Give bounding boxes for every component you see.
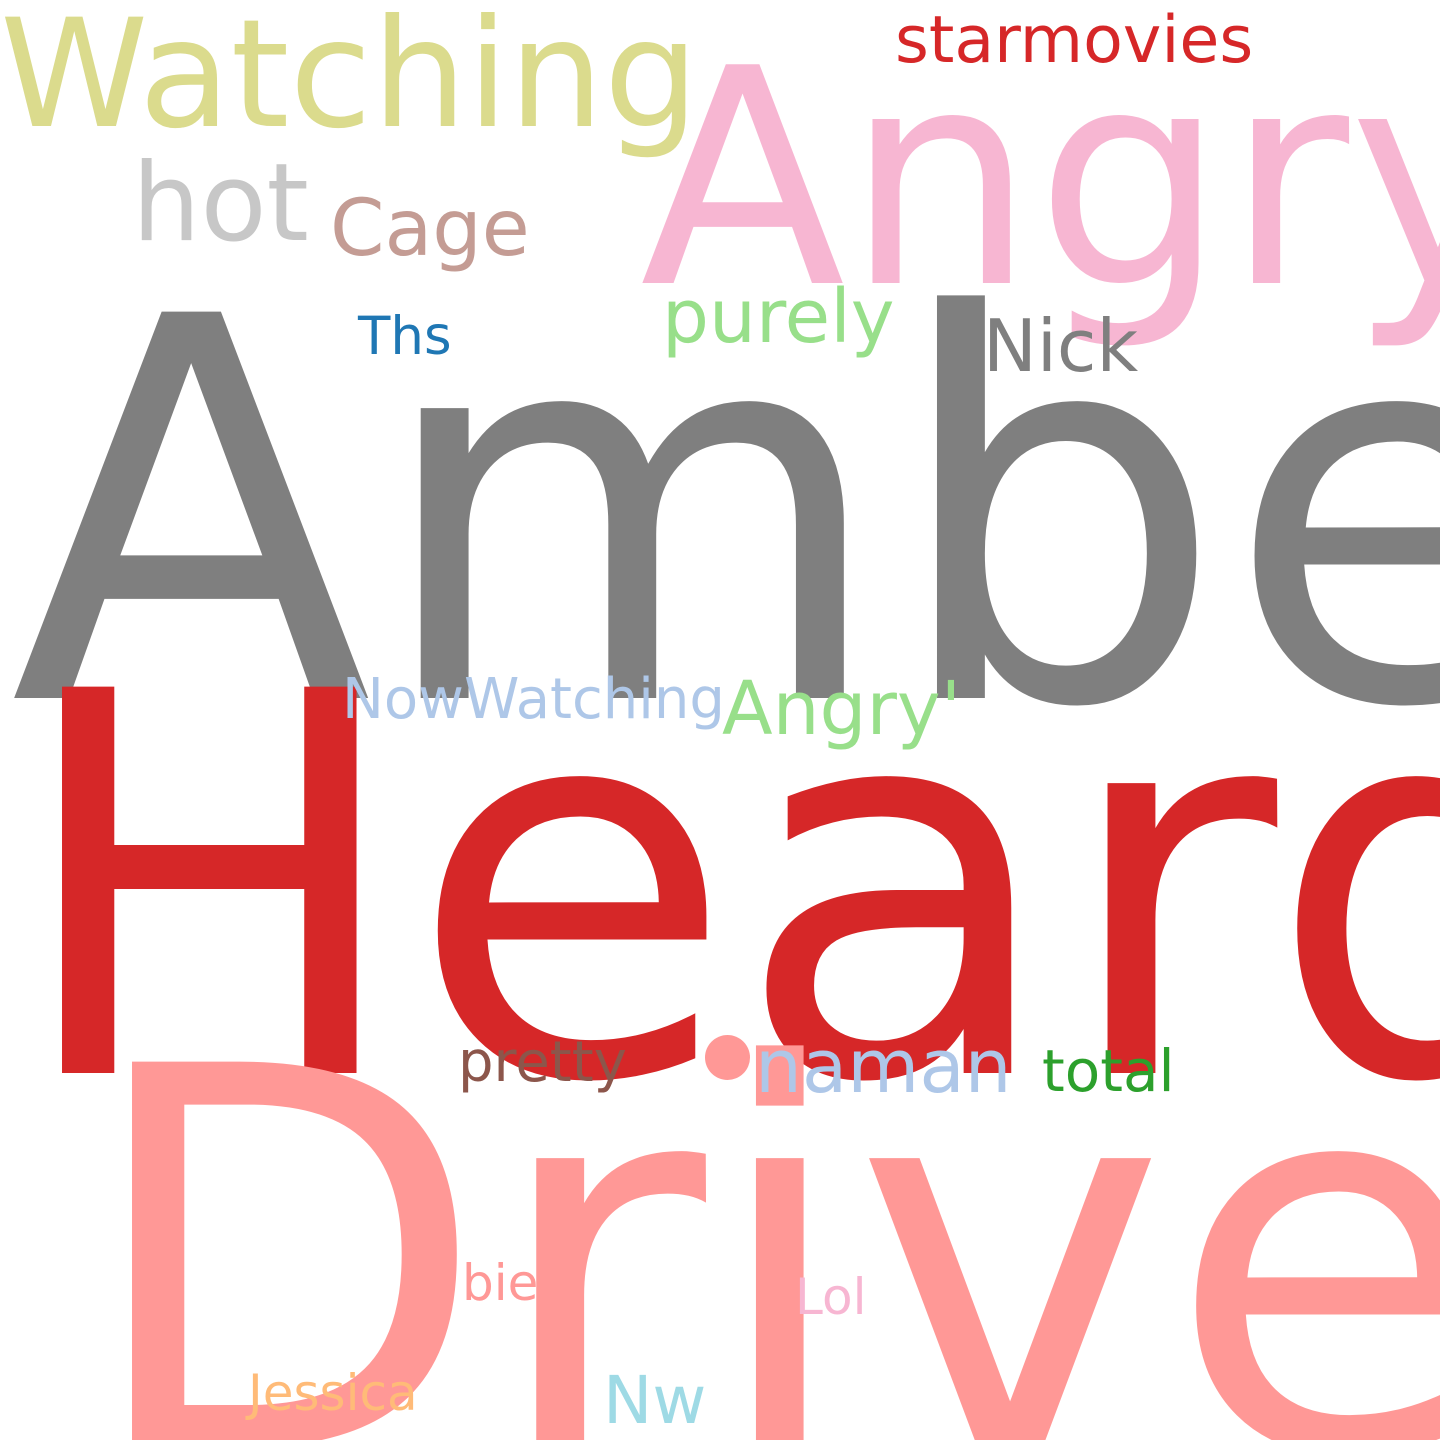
word-biel: biel [462,1254,553,1312]
word-starmovies: starmovies [895,3,1254,78]
word-angry: Angry [640,5,1440,354]
word-hot: hot [132,141,309,266]
word-amber: Amber [10,206,1440,823]
word-total: total [1042,1037,1175,1105]
dot-mark [705,1035,750,1080]
word-jessica: Jessica [248,1364,418,1422]
word-watching: Watching [0,0,699,162]
word-nw: Nw [603,1362,707,1439]
word-nick: Nick [983,304,1139,388]
word-purely: purely [662,274,895,360]
word-lol: Lol [795,1268,867,1326]
word-angry-quote: Angry' [722,666,962,752]
word-naman: naman [755,1024,1012,1110]
word-ths: Ths [358,306,452,367]
word-nowwatching: NowWatching [342,667,725,732]
word-pretty: pretty [458,1030,627,1095]
word-cage: Cage [330,184,530,274]
word-drive: Drive [80,956,1440,1440]
